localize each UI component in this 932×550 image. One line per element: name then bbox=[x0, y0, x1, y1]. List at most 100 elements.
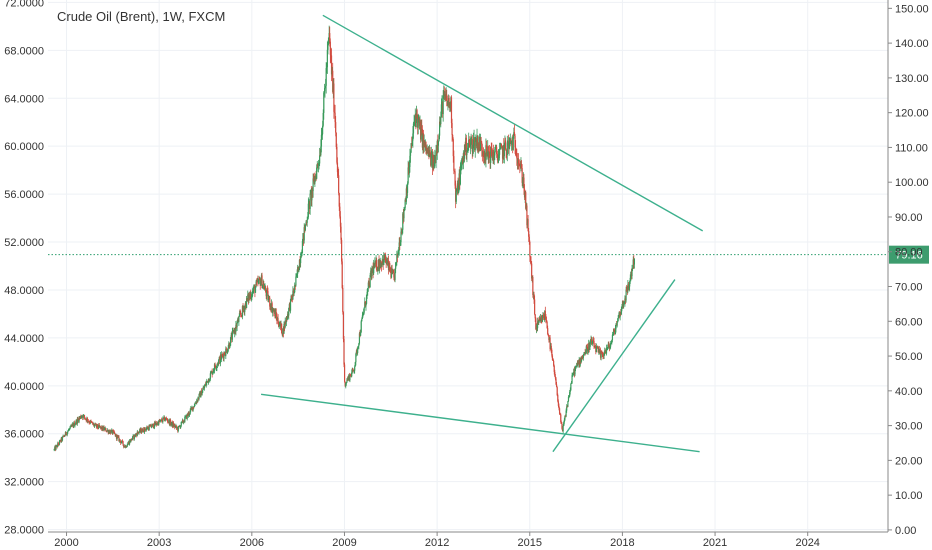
candle-body bbox=[215, 366, 217, 368]
candle-body bbox=[627, 284, 630, 289]
candle-body bbox=[201, 392, 203, 396]
candle-body bbox=[294, 284, 296, 293]
candle-body bbox=[142, 428, 144, 432]
candle-body bbox=[332, 70, 334, 92]
candle-body bbox=[232, 330, 234, 332]
trendline bbox=[322, 14, 704, 232]
candle-body bbox=[151, 424, 153, 427]
candle-body bbox=[209, 379, 211, 382]
candle-body bbox=[494, 149, 496, 156]
candle-body bbox=[169, 420, 172, 425]
candle-body bbox=[349, 374, 352, 376]
candle-body bbox=[367, 282, 369, 289]
candle-body bbox=[195, 403, 197, 404]
candle-body bbox=[518, 164, 520, 166]
candle-body bbox=[69, 426, 71, 429]
candle-body bbox=[389, 263, 391, 271]
candle-body bbox=[336, 162, 339, 173]
candle-body bbox=[488, 151, 491, 158]
candle-body bbox=[633, 259, 636, 265]
candle-body bbox=[354, 366, 356, 371]
candle-body bbox=[454, 171, 456, 186]
candle-body bbox=[552, 360, 554, 361]
candle-body bbox=[188, 412, 190, 415]
candle-body bbox=[571, 375, 573, 383]
candle-body bbox=[510, 140, 513, 144]
candle-body bbox=[194, 403, 196, 406]
candle-body bbox=[557, 395, 559, 402]
candle-body bbox=[143, 427, 146, 433]
candle-body bbox=[153, 427, 155, 429]
candle-body bbox=[509, 140, 511, 142]
candle-body bbox=[351, 368, 353, 373]
candle-body bbox=[67, 429, 70, 432]
candle-body bbox=[460, 165, 463, 167]
candle-body bbox=[404, 199, 406, 208]
candle-body bbox=[339, 206, 341, 217]
candle-body bbox=[479, 141, 482, 151]
candle-body bbox=[241, 306, 244, 317]
candle-body bbox=[150, 426, 153, 428]
candle-body bbox=[79, 417, 81, 419]
candle-body bbox=[296, 273, 298, 275]
candle-body bbox=[133, 434, 135, 439]
candle-body bbox=[360, 321, 362, 333]
candle-body bbox=[601, 353, 603, 355]
candle-body bbox=[320, 146, 322, 156]
candle-body bbox=[410, 143, 412, 153]
candle-body bbox=[566, 406, 568, 408]
candle-body bbox=[335, 132, 337, 147]
candle-body bbox=[409, 152, 412, 156]
candle-body bbox=[155, 422, 157, 425]
candle-body bbox=[354, 362, 356, 367]
candle-body bbox=[226, 349, 228, 353]
candle-body bbox=[376, 259, 378, 271]
x-tick-label: 2000 bbox=[54, 537, 78, 549]
right-tick-label: 10.00 bbox=[895, 490, 923, 502]
candle-body bbox=[261, 275, 263, 289]
candle-body bbox=[381, 263, 383, 267]
candle-body bbox=[448, 97, 450, 108]
candle-body bbox=[82, 415, 84, 418]
candle-body bbox=[582, 355, 584, 359]
candle-body bbox=[269, 297, 271, 307]
candle-body bbox=[98, 424, 100, 427]
candle-body bbox=[594, 346, 596, 349]
candle-body bbox=[338, 175, 340, 194]
right-tick-label: 140.00 bbox=[895, 38, 929, 50]
candle-body bbox=[586, 346, 589, 352]
candle-body bbox=[429, 150, 431, 155]
candle-body bbox=[606, 347, 608, 349]
candle-body bbox=[365, 303, 367, 307]
candle-body bbox=[602, 354, 604, 356]
candle-body bbox=[77, 418, 79, 420]
candle-body bbox=[165, 417, 168, 419]
candle-body bbox=[89, 420, 92, 424]
chart-title: Crude Oil (Brent), 1W, FXCM bbox=[57, 9, 225, 24]
candle-body bbox=[399, 242, 402, 246]
candle-body bbox=[229, 337, 232, 346]
candle-body bbox=[534, 314, 536, 319]
candle-body bbox=[170, 423, 172, 425]
candle-body bbox=[376, 270, 378, 271]
candle-body bbox=[251, 290, 254, 296]
candle-body bbox=[326, 49, 328, 68]
right-axis: 0.00 10.00 20.00 30.00 40.00 50.00 60.00 70.00 8… bbox=[888, 3, 929, 537]
candle-body bbox=[317, 164, 320, 166]
candle-body bbox=[189, 410, 191, 414]
candle-body bbox=[140, 429, 143, 433]
candle-body bbox=[472, 148, 474, 152]
candle-body bbox=[218, 359, 220, 365]
candle-body bbox=[401, 229, 403, 233]
candle-body bbox=[607, 347, 609, 349]
candle-body bbox=[73, 422, 75, 426]
candle-body bbox=[409, 155, 411, 167]
candle-body bbox=[513, 132, 516, 136]
candle-body bbox=[584, 352, 586, 354]
candle-body bbox=[603, 353, 605, 356]
candle-body bbox=[570, 382, 573, 384]
candle-body bbox=[203, 386, 206, 389]
candle-body bbox=[305, 222, 307, 225]
candle-body bbox=[465, 137, 467, 156]
